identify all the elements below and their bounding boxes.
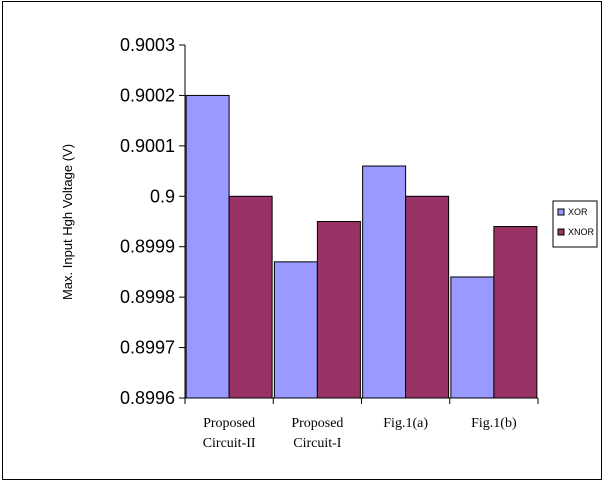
plot-area (184, 45, 538, 399)
y-tick-label: 0.9001 (120, 136, 175, 156)
bar-xnor-1 (316, 221, 361, 399)
y-axis-ticks: 0.8996 0.8997 0.8998 0.8999 0.9 0.9001 0.9002 0… (120, 35, 185, 408)
legend: XOR XNOR (552, 200, 598, 248)
bar-xnor-0 (228, 195, 273, 399)
x-tick-label: Circuit-I (293, 436, 342, 451)
y-tick-label: 0.9003 (120, 35, 175, 55)
y-tick-label: 0.9 (150, 186, 175, 206)
bar-xor-2 (362, 165, 407, 399)
bar-xnor-3 (493, 226, 538, 399)
x-tick-label: Proposed (203, 416, 255, 431)
bar-xor-0 (185, 94, 230, 399)
x-tick-label: Circuit-II (203, 436, 256, 451)
x-tick-label: Fig.1(b) (471, 416, 517, 431)
x-axis-ticks: Proposed Circuit-II Proposed Circuit-I Fig.1… (184, 398, 539, 451)
y-tick-label: 0.9002 (120, 85, 175, 105)
y-tick-label: 0.8998 (120, 287, 175, 307)
legend-swatch-xor (557, 208, 565, 216)
bar-xor-3 (450, 276, 495, 399)
bar-xor-1 (273, 261, 318, 399)
legend-label-xor: XOR (568, 207, 588, 217)
y-tick-label: 0.8997 (120, 338, 175, 358)
y-tick-label: 0.8996 (120, 388, 175, 408)
legend-label-xnor: XNOR (568, 227, 595, 237)
x-tick-label: Fig.1(a) (383, 416, 428, 431)
legend-swatch-xnor (557, 228, 565, 236)
bar-xnor-2 (405, 195, 450, 399)
x-tick-label: Proposed (291, 416, 343, 431)
y-axis-label: Max. Input Hgh Voltage (V) (60, 144, 75, 300)
y-tick-label: 0.8999 (120, 237, 175, 257)
